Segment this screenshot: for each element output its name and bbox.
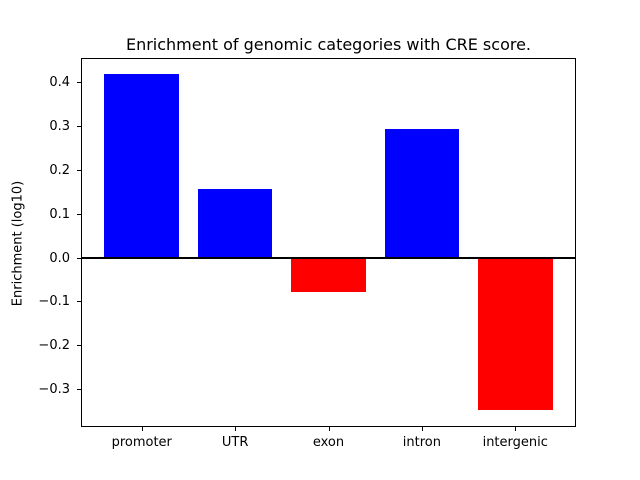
- bar-UTR: [197, 189, 273, 258]
- y-tick-mark: [77, 301, 81, 303]
- y-tick-mark: [77, 126, 81, 128]
- y-tick-mark: [77, 213, 81, 215]
- y-tick-label: −0.2: [38, 338, 70, 354]
- y-tick-mark: [77, 257, 81, 259]
- x-tick-mark: [515, 427, 517, 431]
- chart-title: Enrichment of genomic categories with CR…: [125, 35, 532, 54]
- x-tick-mark: [141, 427, 143, 431]
- bar-intergenic: [477, 257, 553, 411]
- y-tick-mark: [77, 169, 81, 171]
- y-tick-label: 0.2: [49, 162, 70, 178]
- x-tick-label-promoter: promoter: [111, 435, 172, 450]
- x-tick-label-exon: exon: [312, 435, 345, 450]
- zero-line: [82, 256, 575, 259]
- plot-area: [81, 58, 576, 427]
- x-tick-label-intron: intron: [402, 435, 441, 450]
- bar-intron: [384, 128, 460, 258]
- y-tick-label: 0.0: [49, 250, 70, 266]
- x-tick-mark: [421, 427, 423, 431]
- y-tick-mark: [77, 82, 81, 84]
- bar-exon: [291, 257, 366, 293]
- y-tick-label: −0.3: [38, 382, 70, 398]
- x-tick-mark: [328, 427, 330, 431]
- y-tick-mark: [77, 345, 81, 347]
- y-tick-label: 0.3: [49, 119, 70, 135]
- y-tick-label: 0.1: [49, 206, 70, 222]
- y-tick-label: 0.4: [49, 75, 70, 91]
- y-tick-mark: [77, 389, 81, 391]
- x-tick-label-intergenic: intergenic: [482, 435, 548, 450]
- x-tick-label-UTR: UTR: [221, 435, 249, 450]
- bar-promoter: [104, 74, 180, 258]
- x-tick-mark: [235, 427, 237, 431]
- y-tick-label: −0.1: [38, 294, 70, 310]
